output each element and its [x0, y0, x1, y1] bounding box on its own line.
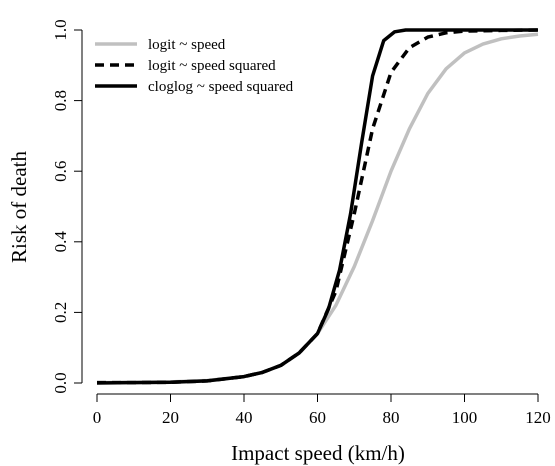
legend: logit ~ speed logit ~ speed squared cloglo… [95, 37, 294, 95]
y-tick-label: 1.0 [51, 19, 70, 40]
y-tick-label: 0.8 [51, 90, 70, 111]
x-tick-label: 40 [236, 408, 253, 427]
x-tick-label: 20 [162, 408, 179, 427]
plot-area [96, 28, 539, 385]
legend-label-2: logit ~ speed squared [148, 58, 276, 74]
x-tick-label: 0 [93, 408, 102, 427]
y-tick-label: 0.0 [51, 372, 70, 393]
axes: 0 20 40 60 80 100 120 0.0 0.2 0.4 0.6 0.8 1.0 Impac… [7, 19, 551, 465]
x-tick-label: 80 [383, 408, 400, 427]
y-tick-label: 0.4 [51, 231, 70, 253]
x-tick-label: 100 [452, 408, 478, 427]
x-axis-ticks: 0 20 40 60 80 100 120 [93, 394, 551, 427]
y-axis-ticks: 0.0 0.2 0.4 0.6 0.8 1.0 [51, 19, 82, 394]
x-axis-label: Impact speed (km/h) [231, 441, 405, 465]
y-tick-label: 0.6 [51, 161, 70, 182]
y-tick-label: 0.2 [51, 302, 70, 323]
legend-label-1: logit ~ speed [148, 37, 226, 53]
legend-label-3: cloglog ~ speed squared [148, 79, 294, 95]
x-tick-label: 60 [309, 408, 326, 427]
series-line-3 [96, 28, 538, 385]
y-axis-label: Risk of death [7, 151, 31, 263]
x-tick-label: 120 [525, 408, 551, 427]
